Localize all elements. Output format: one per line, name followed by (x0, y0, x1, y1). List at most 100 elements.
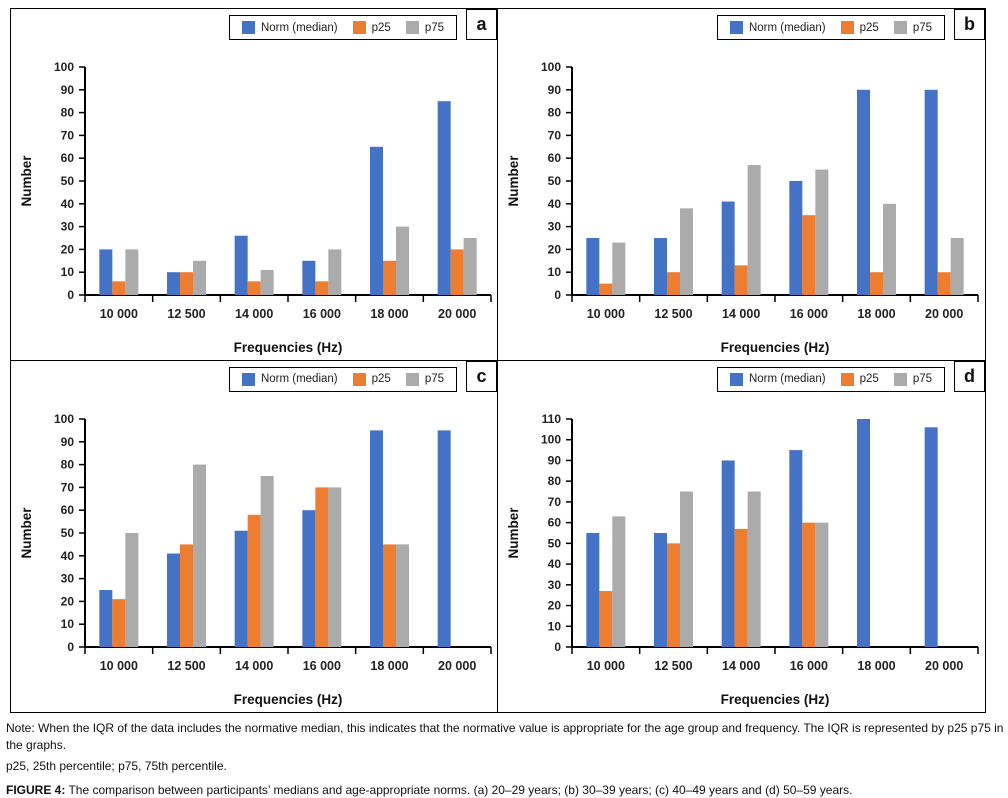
svg-text:10 000: 10 000 (587, 659, 625, 673)
legend-swatch-norm-icon (241, 372, 255, 386)
svg-text:90: 90 (61, 83, 75, 97)
svg-text:10: 10 (61, 265, 75, 279)
svg-text:30: 30 (61, 220, 75, 234)
svg-text:50: 50 (61, 526, 75, 540)
svg-text:10 000: 10 000 (100, 307, 138, 321)
legend-item-norm: Norm (median) (241, 21, 338, 34)
svg-text:60: 60 (548, 515, 562, 529)
svg-text:10: 10 (548, 619, 562, 633)
legend-item-p75: p75 (405, 372, 444, 386)
figure-caption: FIGURE 4: The comparison between partici… (6, 782, 1004, 798)
svg-text:10: 10 (61, 617, 75, 631)
svg-text:80: 80 (61, 106, 75, 120)
figure-4-panel-grid: Norm (median) p25 p75 a 0 10 20 30 40 50 60 70 8… (10, 8, 986, 713)
svg-text:20: 20 (548, 598, 562, 612)
panel-a: Norm (median) p25 p75 a 0 10 20 30 40 50 60 70 8… (11, 9, 498, 361)
svg-text:90: 90 (548, 83, 562, 97)
svg-text:18 000: 18 000 (370, 659, 408, 673)
chart-area-d: 0 10 20 30 40 50 60 70 80 90 100 110 10 000 12 500 14 … (502, 399, 988, 711)
svg-text:18 000: 18 000 (857, 659, 895, 673)
legend-item-norm: Norm (median) (729, 372, 826, 386)
figure-caption-label: FIGURE 4: (6, 782, 66, 797)
svg-text:12 500: 12 500 (167, 659, 205, 673)
svg-text:30: 30 (548, 577, 562, 591)
svg-text:18 000: 18 000 (370, 307, 408, 321)
svg-text:20 000: 20 000 (925, 659, 963, 673)
legend: Norm (median) p25 p75 (716, 15, 945, 40)
legend-item-norm: Norm (median) (241, 372, 338, 386)
panel-d: Norm (median) p25 p75 d 0 10 20 30 40 50 60 70 8… (498, 360, 988, 713)
svg-text:Frequencies (Hz): Frequencies (Hz) (721, 692, 830, 707)
chart-area-a: 0 10 20 30 40 50 60 70 80 90 100 10 000 12 500 14 000… (15, 47, 501, 359)
legend-label: p25 (859, 21, 879, 34)
svg-text:20: 20 (61, 594, 75, 608)
svg-text:50: 50 (548, 536, 562, 550)
svg-text:Number: Number (19, 155, 34, 207)
svg-text:110: 110 (542, 412, 562, 426)
figure-notes: Note: When the IQR of the data includes … (6, 720, 1004, 798)
chart-area-c: 0 10 20 30 40 50 60 70 80 90 100 10 000 12 500 14 000… (15, 399, 501, 711)
legend-label: Norm (median) (748, 21, 826, 34)
legend-swatch-norm-icon (241, 21, 255, 34)
svg-text:40: 40 (61, 548, 75, 562)
legend-item-p25: p25 (840, 372, 879, 386)
svg-text:40: 40 (548, 557, 562, 571)
svg-text:80: 80 (61, 457, 75, 471)
svg-text:18 000: 18 000 (857, 307, 895, 321)
svg-text:0: 0 (67, 288, 74, 302)
svg-text:Number: Number (506, 506, 521, 558)
svg-text:14 000: 14 000 (722, 307, 760, 321)
svg-text:16 000: 16 000 (790, 659, 828, 673)
legend-item-p75: p75 (405, 21, 444, 34)
bar-chart-a: 0 10 20 30 40 50 60 70 80 90 100 10 000 12 500 14 000… (19, 60, 492, 355)
svg-text:60: 60 (548, 151, 562, 165)
svg-text:80: 80 (548, 106, 562, 120)
svg-text:10: 10 (548, 265, 562, 279)
legend: Norm (median) p25 p75 (228, 15, 457, 40)
legend-swatch-p25-icon (352, 21, 366, 34)
svg-text:12 500: 12 500 (167, 307, 205, 321)
svg-text:60: 60 (61, 503, 75, 517)
legend-swatch-norm-icon (729, 21, 743, 34)
legend-swatch-p25-icon (352, 372, 366, 386)
svg-text:30: 30 (61, 571, 75, 585)
svg-text:20 000: 20 000 (925, 307, 963, 321)
legend: Norm (median) p25 p75 (716, 366, 945, 392)
svg-text:16 000: 16 000 (790, 307, 828, 321)
svg-text:14 000: 14 000 (722, 659, 760, 673)
svg-text:Frequencies (Hz): Frequencies (Hz) (234, 340, 343, 355)
svg-text:14 000: 14 000 (235, 307, 273, 321)
legend-label: p25 (859, 373, 879, 385)
svg-text:100: 100 (54, 412, 74, 426)
legend-swatch-p75-icon (405, 21, 419, 34)
legend-swatch-p75-icon (405, 372, 419, 386)
legend: Norm (median) p25 p75 (228, 366, 457, 392)
svg-text:0: 0 (67, 640, 74, 654)
legend-swatch-p75-icon (893, 372, 907, 386)
svg-text:40: 40 (61, 197, 75, 211)
legend-label: p75 (424, 373, 444, 385)
svg-text:Frequencies (Hz): Frequencies (Hz) (234, 692, 343, 707)
svg-text:40: 40 (548, 197, 562, 211)
svg-text:70: 70 (548, 494, 562, 508)
svg-text:14 000: 14 000 (235, 659, 273, 673)
panel-b: Norm (median) p25 p75 b 0 10 20 30 40 50 60 70 8… (498, 9, 985, 361)
legend-swatch-p75-icon (893, 21, 907, 34)
svg-text:Frequencies (Hz): Frequencies (Hz) (721, 340, 830, 355)
svg-text:Number: Number (19, 506, 34, 558)
legend-label: p25 (371, 21, 391, 34)
legend-item-p25: p25 (840, 21, 879, 34)
note-text: Note: When the IQR of the data includes … (6, 721, 1004, 752)
svg-text:10 000: 10 000 (100, 659, 138, 673)
svg-text:12 500: 12 500 (654, 307, 692, 321)
svg-text:100: 100 (541, 432, 561, 446)
legend-item-norm: Norm (median) (729, 21, 826, 34)
svg-text:100: 100 (54, 60, 74, 74)
svg-text:90: 90 (548, 453, 562, 467)
svg-text:80: 80 (548, 474, 562, 488)
svg-text:70: 70 (61, 128, 75, 142)
panel-c: Norm (median) p25 p75 c 0 10 20 30 40 50 60 70 8… (11, 360, 501, 712)
legend-swatch-p25-icon (840, 372, 854, 386)
chart-area-b: 0 10 20 30 40 50 60 70 80 90 100 10 000 12 500 14 000… (502, 47, 988, 359)
svg-text:60: 60 (61, 151, 75, 165)
